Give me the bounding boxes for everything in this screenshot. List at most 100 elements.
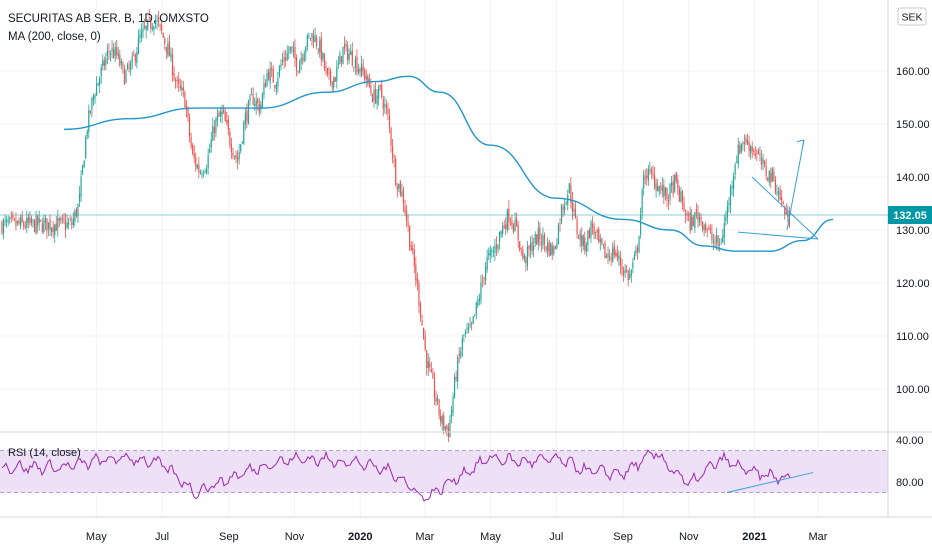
- candle-body: [419, 303, 422, 318]
- candle-body: [102, 60, 104, 66]
- candle-body: [429, 363, 431, 368]
- candle-body: [345, 44, 347, 47]
- candle-body: [452, 396, 454, 413]
- currency-badge[interactable]: [897, 7, 927, 26]
- time-tick-label: 2020: [348, 531, 372, 543]
- candle-body: [281, 59, 284, 62]
- price-tick-label: 130.00: [896, 225, 930, 237]
- candle-body: [463, 334, 465, 336]
- candle-body: [777, 191, 780, 195]
- candle-body: [114, 46, 116, 56]
- candle-body: [126, 64, 129, 70]
- candle-body: [788, 213, 790, 228]
- candle-body: [773, 171, 775, 181]
- candle-body: [43, 220, 45, 232]
- candle-body: [128, 67, 130, 69]
- candle-body: [421, 320, 423, 326]
- candle-body: [743, 142, 746, 145]
- candle-body: [357, 69, 360, 74]
- candle-body: [423, 327, 425, 339]
- symbol-title[interactable]: SECURITAS AB SER. B, 1D, OMXSTO: [8, 13, 209, 25]
- candle-body: [243, 122, 245, 144]
- candle-body: [436, 398, 439, 401]
- candle-body: [348, 53, 350, 60]
- candle-body: [92, 95, 95, 101]
- candle-body: [27, 217, 29, 223]
- candle-body: [154, 20, 157, 25]
- candle-body: [413, 249, 415, 267]
- candle-body: [683, 202, 685, 212]
- rsi-legend[interactable]: RSI (14, close): [8, 447, 81, 459]
- candle-body: [188, 118, 191, 137]
- candle-body: [7, 221, 9, 223]
- candle-body: [202, 173, 205, 175]
- candle-body: [268, 72, 270, 80]
- candle-body: [156, 19, 158, 22]
- candle-body: [643, 174, 645, 188]
- candle-body: [531, 241, 533, 252]
- candle-body: [328, 72, 330, 74]
- candle-body: [295, 57, 298, 71]
- candle-body: [767, 178, 769, 181]
- candle-body: [55, 223, 57, 231]
- candle-body: [785, 211, 787, 215]
- candle-body: [584, 237, 586, 251]
- candle-body: [1, 222, 3, 234]
- candle-body: [232, 153, 234, 156]
- candle-body: [412, 248, 414, 251]
- candle-body: [230, 144, 232, 152]
- candle-body: [636, 247, 639, 253]
- candle-body: [441, 415, 443, 425]
- candle-body: [297, 71, 299, 72]
- candle-body: [666, 187, 668, 200]
- candle-body: [553, 247, 555, 254]
- candle-body: [57, 218, 59, 229]
- candle-body: [759, 153, 761, 156]
- candle-body: [528, 245, 530, 249]
- candle-body: [12, 214, 14, 218]
- candle-body: [299, 62, 301, 73]
- candle-body: [675, 172, 677, 181]
- candle-body: [782, 201, 784, 204]
- candle-body: [525, 257, 527, 264]
- candle-body: [477, 300, 479, 306]
- candle-body: [644, 177, 646, 179]
- price-tick-label: 110.00: [896, 331, 929, 343]
- candle-body: [316, 37, 318, 47]
- candle-body: [771, 168, 773, 182]
- candle-body: [492, 251, 494, 253]
- candle-body: [145, 25, 147, 31]
- candle-body: [739, 145, 741, 154]
- currency-label: SEK: [901, 12, 922, 24]
- candle-body: [725, 217, 727, 222]
- candle-body: [604, 242, 606, 259]
- candle-body: [20, 217, 22, 227]
- candle-body: [618, 255, 620, 260]
- ma-legend[interactable]: MA (200, close, 0): [8, 31, 101, 43]
- candle-body: [438, 399, 440, 416]
- candle-body: [455, 376, 457, 380]
- candle-body: [627, 270, 629, 281]
- candle-body: [471, 322, 473, 325]
- candle-body: [320, 37, 322, 61]
- candle-body: [551, 245, 553, 255]
- candle-body: [415, 265, 417, 281]
- candle-body: [162, 33, 164, 38]
- candle-body: [23, 223, 25, 227]
- candle-body: [289, 46, 291, 52]
- candle-body: [334, 77, 336, 82]
- candle-body: [69, 219, 71, 221]
- candles: [1, 9, 790, 443]
- candle-body: [573, 208, 575, 211]
- candle-body: [626, 270, 628, 272]
- candle-body: [16, 220, 19, 224]
- candle-body: [286, 52, 288, 60]
- candle-body: [700, 217, 702, 220]
- candle-body: [545, 246, 547, 250]
- candle-body: [640, 214, 642, 235]
- candle-body: [599, 239, 601, 243]
- candle-body: [449, 419, 451, 438]
- candle-body: [543, 234, 546, 244]
- candle-body: [511, 220, 513, 226]
